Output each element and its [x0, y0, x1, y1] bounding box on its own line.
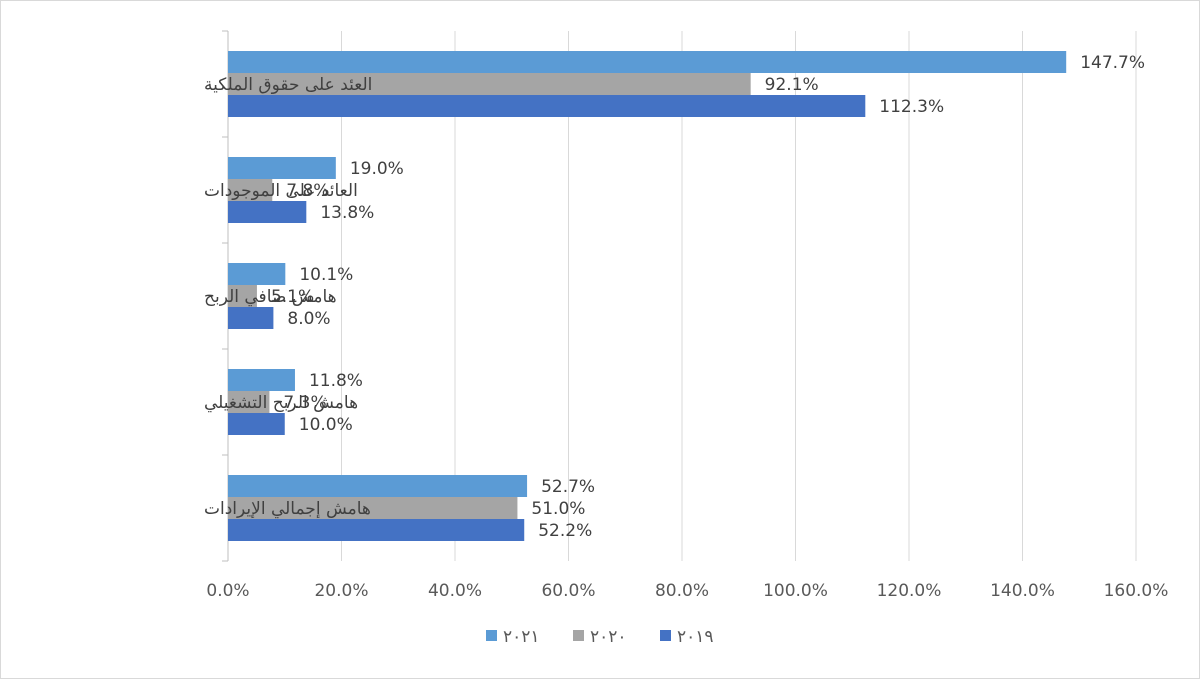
x-tick-label: 40.0% — [428, 581, 482, 601]
gridlines — [341, 31, 1137, 561]
bar — [228, 157, 336, 179]
data-label: 52.7% — [541, 477, 595, 497]
data-label: 5.1% — [271, 287, 314, 307]
x-tick-label: 20.0% — [314, 581, 368, 601]
data-label: 10.0% — [299, 415, 353, 435]
legend-swatch — [660, 630, 671, 641]
data-label: 7.8% — [286, 181, 329, 201]
bar — [228, 73, 751, 95]
bar — [228, 51, 1067, 73]
bar — [228, 307, 274, 329]
bar — [228, 95, 866, 117]
legend: ٢٠٢١ ٢٠٢٠ ٢٠١٩ — [486, 627, 714, 647]
bar — [228, 519, 525, 541]
data-label: 52.2% — [538, 521, 592, 541]
bar — [228, 369, 295, 391]
bar — [228, 497, 518, 519]
x-tick-label: 160.0% — [1104, 581, 1169, 601]
x-tick-label: 60.0% — [541, 581, 595, 601]
data-labels: 147.7% 92.1% 112.3% 19.0% 7.8%13.8% 10.1%5.1%… — [271, 53, 1145, 541]
legend-swatch — [573, 630, 584, 641]
x-tick-label: 120.0% — [877, 581, 942, 601]
x-tick-label: 100.0% — [763, 581, 828, 601]
x-tick-label: 0.0% — [206, 581, 249, 601]
bar — [228, 285, 257, 307]
category-labels: العئد على حقوق الملكية العائد على الموجود… — [204, 75, 372, 519]
bar — [228, 179, 273, 201]
data-label: 13.8% — [320, 203, 374, 223]
legend-label: ٢٠٢١ — [503, 627, 540, 647]
data-label: 112.3% — [879, 97, 944, 117]
legend-swatch — [486, 630, 497, 641]
bar — [228, 475, 528, 497]
bars — [228, 51, 1067, 541]
category-label: هامش صافي الربح — [204, 287, 337, 307]
data-label: 7.3% — [283, 393, 326, 413]
legend-label: ٢٠٢٠ — [590, 627, 627, 647]
bar — [228, 413, 285, 435]
legend-label: ٢٠١٩ — [677, 627, 714, 647]
category-label: العائد على الموجودات — [204, 181, 358, 201]
bar — [228, 263, 286, 285]
data-label: 92.1% — [765, 75, 819, 95]
category-label: العئد على حقوق الملكية — [204, 75, 372, 95]
data-label: 51.0% — [531, 499, 585, 519]
data-label: 10.1% — [299, 265, 353, 285]
x-tick-label: 140.0% — [990, 581, 1055, 601]
bar — [228, 201, 307, 223]
data-label: 8.0% — [287, 309, 330, 329]
data-label: 11.8% — [309, 371, 363, 391]
data-label: 19.0% — [350, 159, 404, 179]
category-label: هامش إجمالي الإيرادات — [204, 499, 371, 519]
bar — [228, 391, 270, 413]
data-label: 147.7% — [1080, 53, 1145, 73]
category-label: هامش الربح التشغيلي — [204, 393, 358, 413]
value-axis-ticks: 0.0% 20.0% 40.0% 60.0% 80.0% 100.0% 120.0% 140.… — [206, 581, 1168, 601]
x-tick-label: 80.0% — [655, 581, 709, 601]
